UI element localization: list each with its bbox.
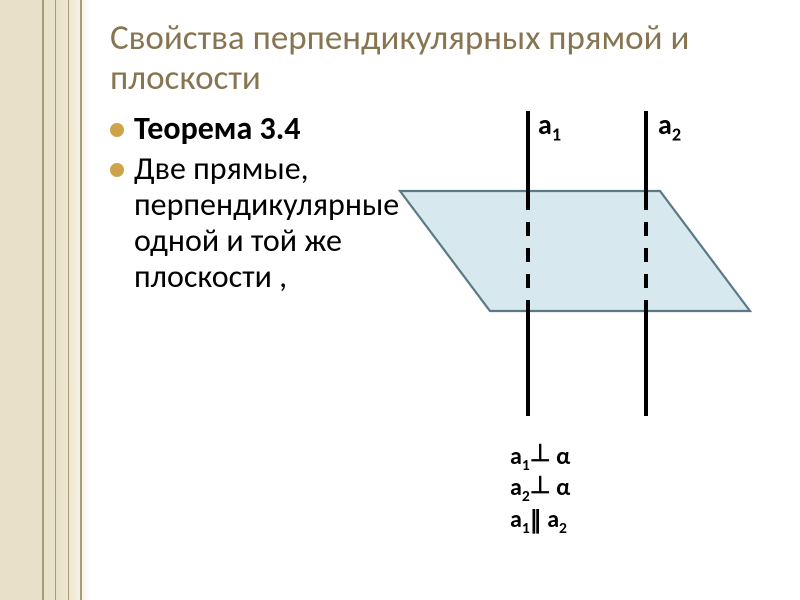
slide-title: Свойства перпендикулярных прямой и плоск… <box>110 18 776 99</box>
diagram: a1 a2 α a1⊥ αa2⊥ αa1∥ a2 <box>380 111 776 600</box>
bullet-icon <box>110 163 124 177</box>
text-column: Теорема 3.4 Две прямые, перпендикулярные… <box>110 111 380 600</box>
bullet-theorem: Теорема 3.4 <box>110 111 370 148</box>
bullet-icon <box>110 123 124 137</box>
strip-lines <box>42 0 82 600</box>
content-row: Теорема 3.4 Две прямые, перпендикулярные… <box>110 111 776 600</box>
theorem-label: Теорема 3.4 <box>134 111 300 148</box>
body-text: Две прямые, перпендикулярные одной и той… <box>134 151 399 294</box>
math-statements: a1⊥ αa2⊥ αa1∥ a2 <box>510 443 570 538</box>
bullet-body: Две прямые, перпендикулярные одной и той… <box>110 151 370 294</box>
diagram-column: a1 a2 α a1⊥ αa2⊥ αa1∥ a2 <box>380 111 776 600</box>
slide-content: Свойства перпендикулярных прямой и плоск… <box>92 0 800 600</box>
diagram-svg <box>380 111 780 431</box>
decorative-side-strip <box>0 0 92 600</box>
